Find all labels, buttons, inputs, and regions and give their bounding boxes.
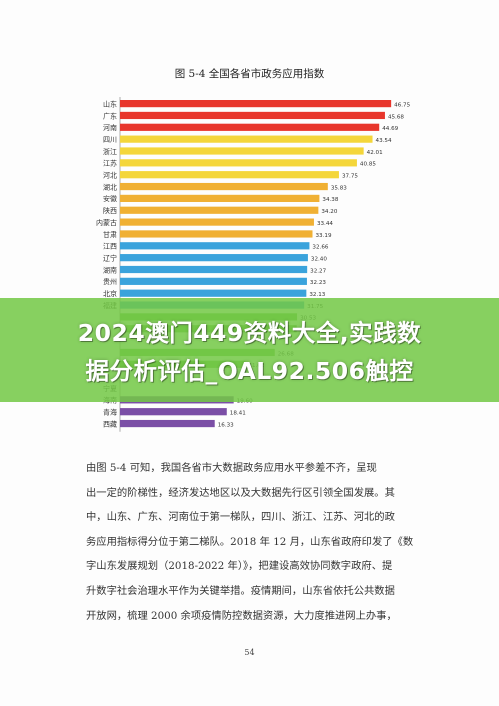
data-label: 37.75 [342,174,358,180]
bar [120,289,307,297]
body-line: 中，山东、广东、河南位于第一梯队，四川、浙江、江苏、河北的政 [86,511,395,524]
bar [120,242,310,250]
banner-title-line-2: 据分析评估_OAL92.506触控 [85,357,414,385]
bar [120,419,215,428]
data-label: 35.83 [331,185,347,191]
category-label: 江苏 [103,159,117,168]
bar [120,147,364,155]
body-line: 字山东发展规划（2018-2022 年）》，把建设高效协同数字政府、提 [86,560,393,573]
bar [120,171,339,179]
data-label: 46.75 [394,102,410,108]
data-label: 32.40 [311,256,327,262]
category-label: 贵州 [103,277,117,286]
bar [120,123,380,131]
category-label: 江西 [103,243,117,251]
overlay-banner: 2024澳门449资料大全,实践数 据分析评估_OAL92.506触控 [0,298,499,402]
data-label: 32.13 [309,292,325,298]
category-label: 四川 [103,136,117,144]
data-label: 18.41 [230,411,246,417]
category-label: 安徽 [103,194,117,203]
category-label: 河北 [103,172,117,180]
category-label: 河南 [103,123,117,132]
body-paragraph: 由图 5-4 可知，我国各省市大数据政务应用水平参差不齐，呈现 出一定的阶梯性，… [86,456,426,628]
bar [120,159,357,167]
category-label: 湖南 [103,265,117,274]
data-label: 44.69 [382,126,398,132]
data-label: 34.20 [321,209,337,215]
bar [120,194,320,202]
data-label: 32.66 [312,245,328,251]
bar [120,206,319,214]
category-label: 北京 [103,289,117,298]
figure-title: 图 5-4 全国各省市政务应用指数 [174,68,325,80]
body-line: 由图 5-4 可知，我国各省市大数据政务应用水平参差不齐，呈现 [86,462,377,474]
data-label: 32.27 [310,268,326,274]
category-label: 辽宁 [103,253,117,262]
data-label: 16.33 [218,422,234,428]
data-label: 33.19 [316,233,332,239]
bar [120,277,307,285]
category-label: 广东 [103,111,117,120]
body-line: 出一定的阶梯性，经济发达地区以及大数据先行区引领全国发展。其 [86,486,395,499]
bar [120,408,227,416]
bar [120,111,385,120]
bar [120,182,328,191]
bar [120,135,373,143]
body-line: 升数字社会治理水平作为关键举措。疫情期间，山东省依托公共数据 [86,584,395,597]
page-number: 54 [244,648,255,657]
data-label: 45.68 [388,114,404,120]
data-label: 32.23 [310,280,326,286]
category-label: 山东 [103,99,117,108]
data-label: 34.38 [322,197,338,203]
banner-title-line-1: 2024澳门449资料大全,实践数 [77,319,422,347]
category-label: 湖北 [103,182,117,191]
data-label: 33.44 [317,221,333,227]
category-label: 内蒙古 [96,218,117,227]
body-line: 开放网，梳理 2000 余项疫情防控数据资源，大力度推进网上办事， [86,609,397,622]
data-label: 40.85 [360,162,376,168]
category-label: 浙江 [103,147,117,156]
category-label: 甘肃 [103,230,117,239]
bar [120,254,308,262]
bar [120,265,308,274]
category-label: 青海 [103,408,117,417]
data-label: 42.01 [367,150,383,156]
bar [120,100,392,108]
body-line: 务应用指标得分位于第二梯队。2018 年 12 月，山东省政府印发了《数 [86,535,414,548]
category-label: 陕西 [103,206,117,215]
category-label: 西藏 [103,419,117,428]
bar [120,230,313,238]
data-label: 43.54 [376,138,392,144]
bar [120,218,314,226]
